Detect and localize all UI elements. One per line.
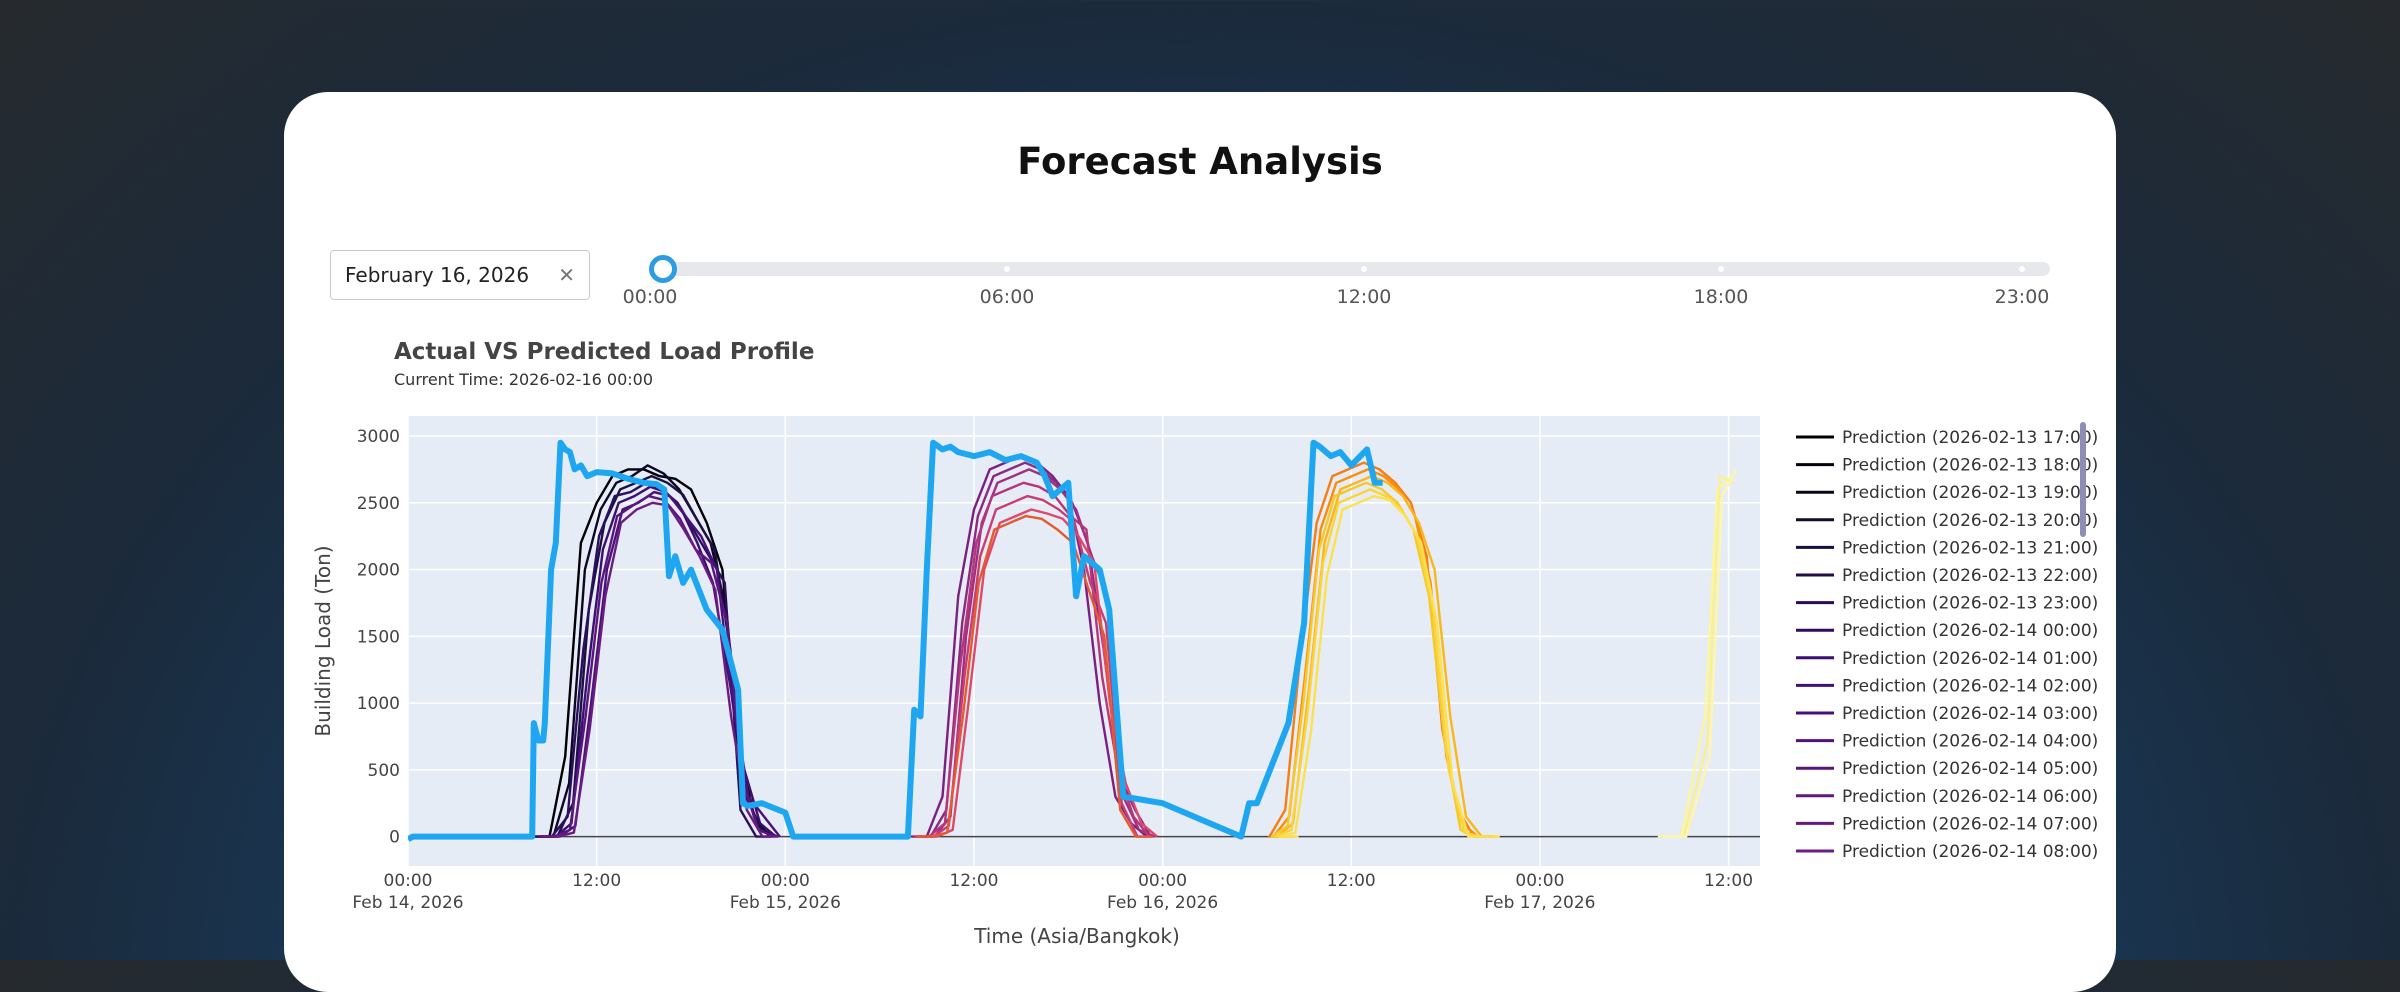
prediction-series-group [408,439,1738,842]
legend-item-label: Prediction (2026-02-14 04:00) [1842,732,2098,752]
x-tick-label: 00:00 [1515,871,1564,891]
slider-dot[interactable] [1718,266,1724,272]
y-tick-label: 500 [368,761,400,781]
time-slider[interactable]: 00:00 06:00 12:00 18:00 23:00 [623,255,2050,322]
x-tick-label: 00:00 [384,871,433,891]
slider-mark-label: 12:00 [1336,286,1392,308]
x-axis-label: Time (Asia/Bangkok) [973,924,1180,948]
x-tick-label: 12:00 [1704,871,1753,891]
forecast-card: Forecast Analysis February 16, 2026 ✕ 00… [284,92,2116,992]
chart-title: Actual VS Predicted Load Profile [394,339,815,365]
legend-item-label: Prediction (2026-02-14 05:00) [1842,759,2098,779]
x-tick-label: 00:00 [761,871,810,891]
legend-item-label: Prediction (2026-02-14 03:00) [1842,704,2098,724]
legend-item-label: Prediction (2026-02-13 17:00) [1842,428,2098,448]
y-tick-label: 2500 [357,494,400,514]
close-icon[interactable]: ✕ [558,263,575,287]
x-tick-label: 00:00 [1138,871,1187,891]
legend-item-label: Prediction (2026-02-13 23:00) [1842,594,2098,614]
x-tick-date-label: Feb 14, 2026 [352,893,463,913]
slider-mark-label: 18:00 [1693,286,1749,308]
time-slider-rail[interactable] [650,262,2050,276]
prediction-line [1278,494,1500,838]
legend-item-label: Prediction (2026-02-13 21:00) [1842,538,2098,558]
legend-item-label: Prediction (2026-02-14 08:00) [1842,842,2098,862]
y-tick-label: 1500 [357,627,400,647]
chart-subtitle: Current Time: 2026-02-16 00:00 [394,370,653,389]
legend-item-label: Prediction (2026-02-13 18:00) [1842,456,2098,476]
x-tick-date-label: Feb 15, 2026 [730,893,841,913]
x-tick-label: 12:00 [1327,871,1376,891]
page-title: Forecast Analysis [1017,140,1383,183]
slider-mark-label: 06:00 [979,286,1035,308]
x-tick-label: 12:00 [572,871,621,891]
prediction-line [538,494,775,838]
actual-load-line [408,439,1383,842]
date-picker-input[interactable]: February 16, 2026 ✕ [330,250,590,300]
y-tick-label: 1000 [357,694,400,714]
slider-mark-label: 00:00 [622,286,678,308]
legend-item-label: Prediction (2026-02-13 19:00) [1842,483,2098,503]
date-picker-value: February 16, 2026 [345,263,530,287]
slider-handle[interactable] [649,255,677,283]
prediction-line [913,481,1151,838]
y-tick-label: 0 [389,828,400,848]
legend-item-label: Prediction (2026-02-14 07:00) [1842,814,2098,834]
x-tick-date-label: Feb 16, 2026 [1107,893,1218,913]
slider-dot[interactable] [1004,266,1010,272]
legend-item-label: Prediction (2026-02-14 02:00) [1842,676,2098,696]
legend-item-label: Prediction (2026-02-13 22:00) [1842,566,2098,586]
prediction-line [917,494,1154,838]
y-tick-label: 2000 [357,561,400,581]
x-tick-date-label: Feb 17, 2026 [1484,893,1595,913]
x-tick-label: 12:00 [949,871,998,891]
y-axis-label: Building Load (Ton) [311,545,335,736]
plot-area [408,416,1760,866]
y-tick-label: 3000 [357,427,400,447]
legend-item-label: Prediction (2026-02-13 20:00) [1842,511,2098,531]
legend-item-label: Prediction (2026-02-14 01:00) [1842,649,2098,669]
prediction-line [915,514,1152,838]
slider-dot[interactable] [1361,266,1367,272]
legend-item-label: Prediction (2026-02-14 06:00) [1842,787,2098,807]
prediction-line [1662,468,1738,838]
slider-dot[interactable] [2019,266,2025,272]
prediction-line [1274,488,1496,838]
slider-mark-label: 23:00 [1994,286,2050,308]
legend-scrollbar[interactable] [2080,422,2086,537]
legend-item-label: Prediction (2026-02-14 00:00) [1842,621,2098,641]
